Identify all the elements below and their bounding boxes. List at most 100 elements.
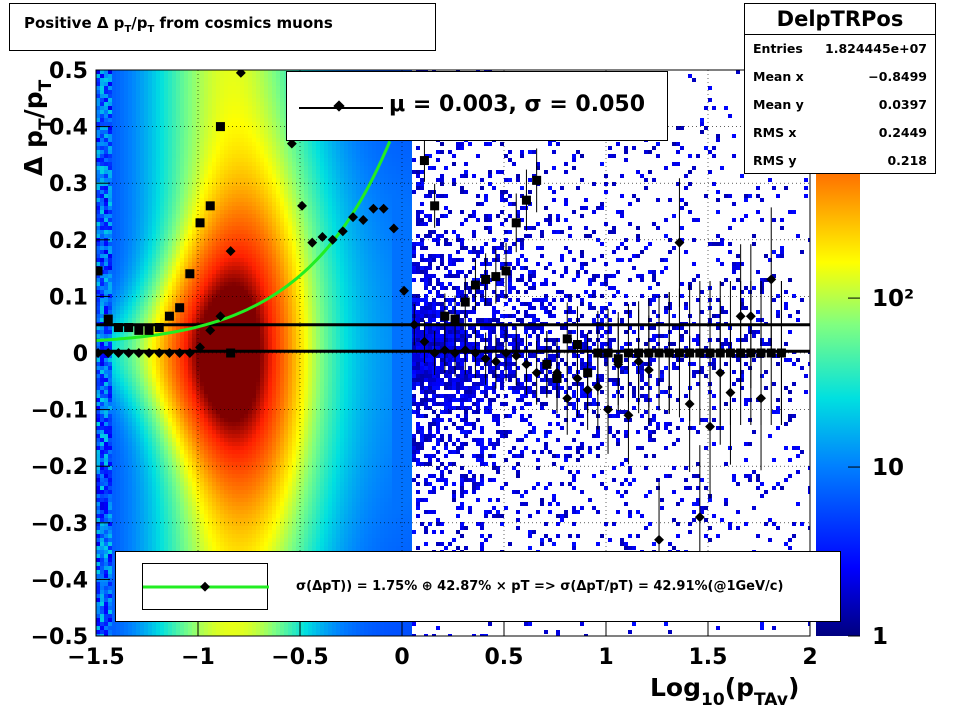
x-axis: −1.5 −1 −0.5 0 0.5 1 1.5 2 [67,622,818,670]
square-marker [715,348,725,358]
square-marker [154,323,164,333]
legend-bottom: σ(ΔpT)) = 1.75% ⊕ 42.87% × pT => σ(ΔpT/p… [115,551,841,622]
square-marker [674,348,684,358]
square-marker [644,348,654,358]
square-marker [103,314,113,324]
y-tick-label: −0.2 [31,455,88,480]
square-marker [583,368,593,378]
square-marker [175,303,185,313]
y-tick-label: 0.5 [49,59,88,84]
y-tick-label: −0.5 [31,625,88,650]
square-marker [736,348,746,358]
stats-rows: Entries 1.824445e+07 Mean x −0.8499 Mean y 0.… [745,35,935,175]
diamond-marker [511,350,522,361]
square-marker [481,274,491,284]
diamond-marker [388,223,399,234]
diamond-marker [450,348,460,358]
square-marker [776,348,786,358]
square-marker [491,272,501,282]
title-box: Positive Δ pT/pT from cosmics muons [9,3,436,51]
diamond-marker [205,325,216,336]
stats-box: DelpTRPos Entries 1.824445e+07 Mean x −0.84… [744,3,936,174]
legend-bottom-text: σ(ΔpT)) = 1.75% ⊕ 42.87% × pT => σ(ΔpT/p… [296,579,784,594]
stats-value: 0.218 [887,153,927,168]
legend-top-text: μ = 0.003, σ = 0.050 [389,92,646,117]
square-marker [450,314,460,324]
x-tick-label: −0.5 [271,645,328,670]
square-marker [552,373,562,383]
diamond-marker [317,232,328,242]
square-marker [603,348,613,358]
diamond-marker [348,212,358,223]
diamond-marker [470,348,481,358]
x-tick-label: 2 [802,645,817,670]
y-tick-label: 0.4 [49,116,88,141]
stats-label: Entries [753,41,803,56]
diamond-marker [439,345,450,356]
square-marker [562,334,572,344]
square-marker [134,325,144,335]
stats-label: RMS x [753,125,797,140]
square-marker [725,348,735,358]
stats-value: 0.0397 [878,97,927,112]
diamond-marker [490,356,501,367]
x-axis-label: Log10(pTAv) [650,673,799,707]
square-marker [511,218,521,228]
diamond-marker [766,274,777,285]
data-markers [96,70,787,598]
square-marker [185,269,195,279]
square-marker [572,340,582,350]
diamond-marker [460,345,471,356]
z-tick-label: 10 [872,455,904,481]
diamond-marker [429,348,440,358]
square-marker [164,311,174,321]
x-tick-label: −1.5 [67,645,124,670]
y-tick-label: 0.3 [49,172,88,197]
x-tick-label: 0.5 [485,645,524,670]
y-tick-label: −0.1 [31,399,88,424]
square-marker [195,218,205,228]
diamond-marker [521,359,532,370]
x-tick-label: 1 [598,645,613,670]
chart-title: Positive Δ pT/pT from cosmics muons [24,14,333,35]
y-tick-label: 0.2 [49,229,88,254]
y-tick-label: 0.1 [49,285,88,310]
square-marker [664,348,674,358]
diamond-marker [623,410,634,421]
square-marker [705,348,715,358]
diamond-marker [654,534,664,545]
stats-label: Mean x [753,69,804,84]
stats-label: Mean y [753,97,804,112]
square-marker [440,311,450,321]
square-marker [113,323,123,333]
diamond-marker [144,348,154,358]
diamond-marker [358,215,369,225]
legend-bottom-swatch [142,563,269,610]
stats-name: DelpTRPos [745,4,935,35]
square-marker [96,266,103,276]
diamond-marker [399,285,409,296]
stats-value: 1.824445e+07 [825,41,927,56]
stats-value: 0.2449 [878,125,927,140]
square-marker [460,297,470,307]
square-marker [542,359,552,369]
square-marker [215,122,225,132]
x-tick-label: 1.5 [689,645,728,670]
stats-row: RMS x 0.2449 [745,119,935,147]
diamond-marker [327,234,338,245]
stats-row: Entries 1.824445e+07 [745,35,935,63]
stats-value: −0.8499 [868,69,927,84]
square-marker [419,156,429,166]
y-axis: −0.5 −0.4 −0.3 −0.2 −0.1 0 0.1 0.2 0.3 0.4 0.5 [31,59,110,650]
square-marker [613,354,623,364]
square-marker [756,348,766,358]
x-tick-label: −1 [181,645,215,670]
diamond-marker [694,512,705,523]
stats-row: RMS y 0.218 [745,147,935,175]
diamond-marker [133,348,144,358]
diamond-marker [164,348,175,358]
legend-top: μ = 0.003, σ = 0.050 [286,71,668,141]
x-tick-label: 0 [394,645,409,670]
diamond-marker [225,246,236,257]
diamond-marker [531,367,542,378]
